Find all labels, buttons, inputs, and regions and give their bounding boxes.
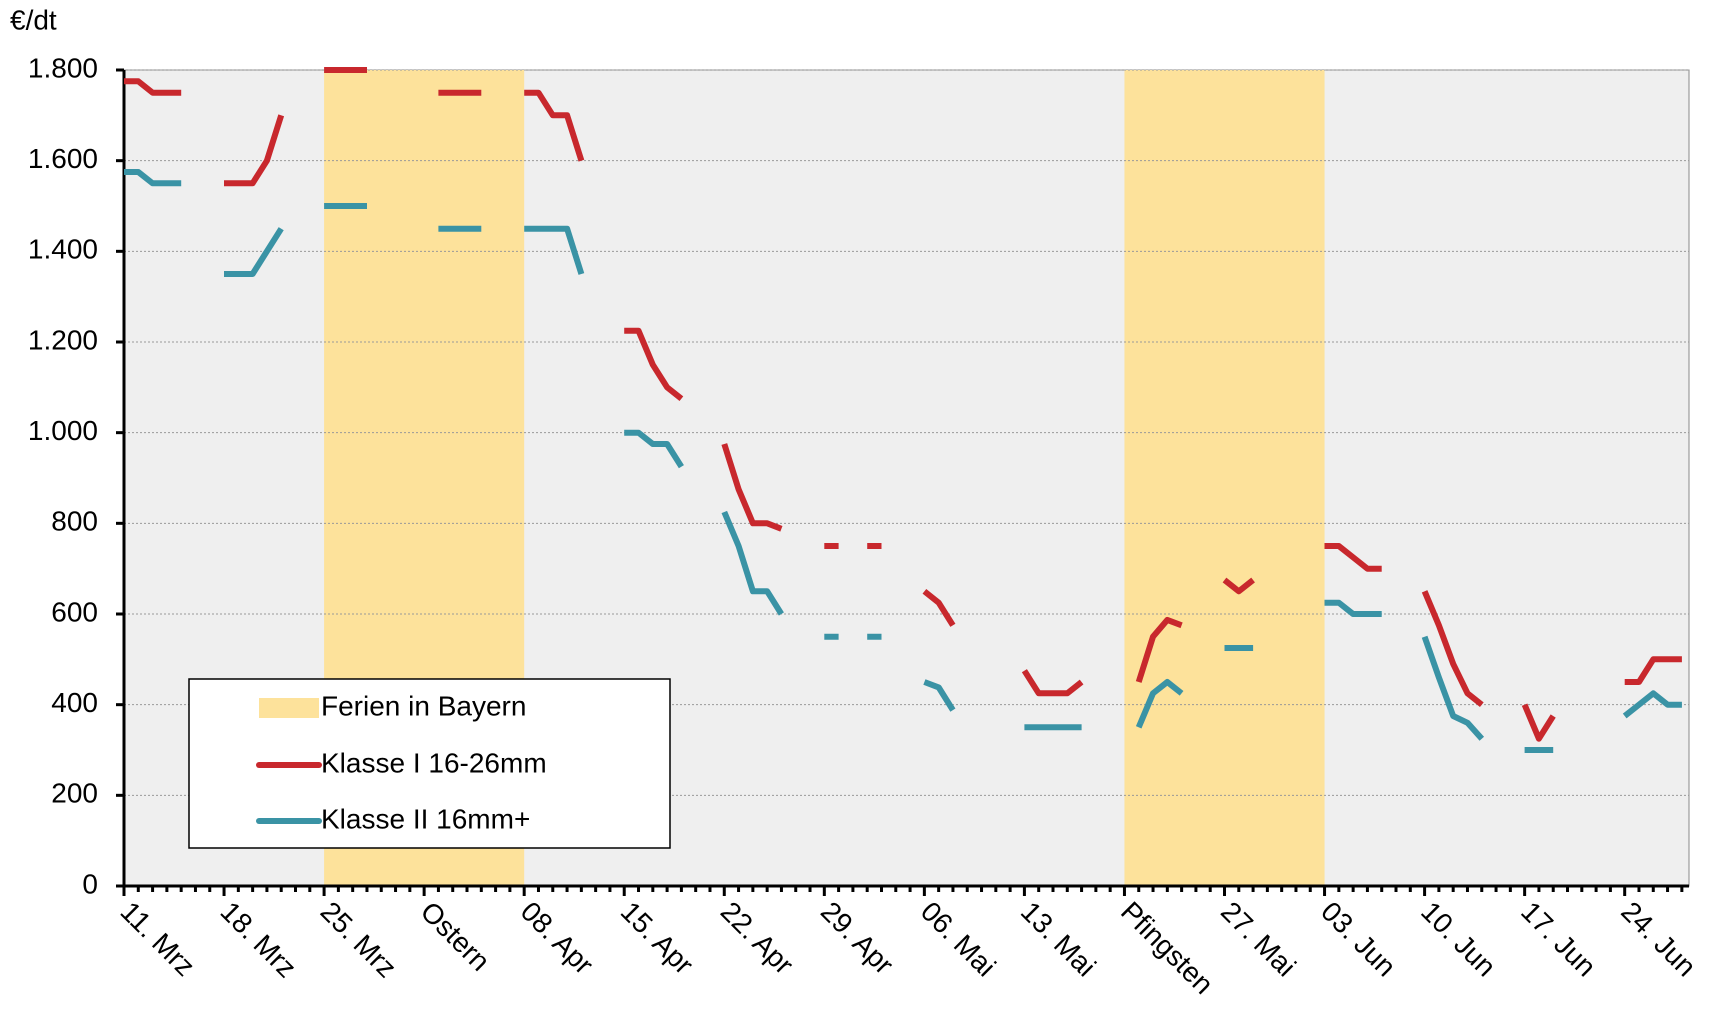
- x-tick-label: Ostern: [415, 896, 496, 977]
- x-tick-label: 15. Apr: [615, 896, 700, 981]
- x-tick-label: 10. Jun: [1415, 896, 1502, 983]
- x-tick-label: 03. Jun: [1315, 896, 1402, 983]
- series-line: [124, 169, 1682, 753]
- y-tick-label: 200: [51, 778, 98, 809]
- series-line: [124, 67, 1682, 742]
- y-tick-label: 400: [51, 687, 98, 718]
- legend-label: Klasse II 16mm+: [321, 803, 530, 834]
- x-tick-label: 13. Mai: [1015, 896, 1102, 983]
- x-tick-label: 29. Apr: [815, 896, 900, 981]
- y-tick-label: 1.800: [28, 52, 98, 83]
- y-tick-label: 800: [51, 506, 98, 537]
- y-tick-label: 1.600: [28, 143, 98, 174]
- x-tick-label: 25. Mrz: [315, 896, 403, 984]
- legend-label: Klasse I 16-26mm: [321, 747, 547, 778]
- x-tick-label: 18. Mrz: [215, 896, 303, 984]
- x-tick-label: 06. Mai: [915, 896, 1002, 983]
- x-tick-label: Pfingsten: [1115, 896, 1219, 1000]
- x-tick-label: 27. Mai: [1215, 896, 1302, 983]
- x-tick-label: 08. Apr: [515, 896, 600, 981]
- y-tick-label: 0: [82, 868, 98, 899]
- y-tick-label: 1.400: [28, 234, 98, 265]
- legend-label: Ferien in Bayern: [321, 690, 526, 721]
- holiday-band: [1124, 70, 1325, 886]
- x-tick-label: 24. Jun: [1615, 896, 1702, 983]
- y-tick-label: 1.200: [28, 324, 98, 355]
- x-tick-label: 17. Jun: [1515, 896, 1602, 983]
- x-tick-label: 22. Apr: [715, 896, 800, 981]
- y-tick-label: 1.000: [28, 415, 98, 446]
- legend-swatch: [259, 698, 319, 718]
- y-tick-label: 600: [51, 596, 98, 627]
- y-axis-label: €/dt: [10, 4, 57, 35]
- x-tick-label: 11. Mrz: [115, 896, 201, 982]
